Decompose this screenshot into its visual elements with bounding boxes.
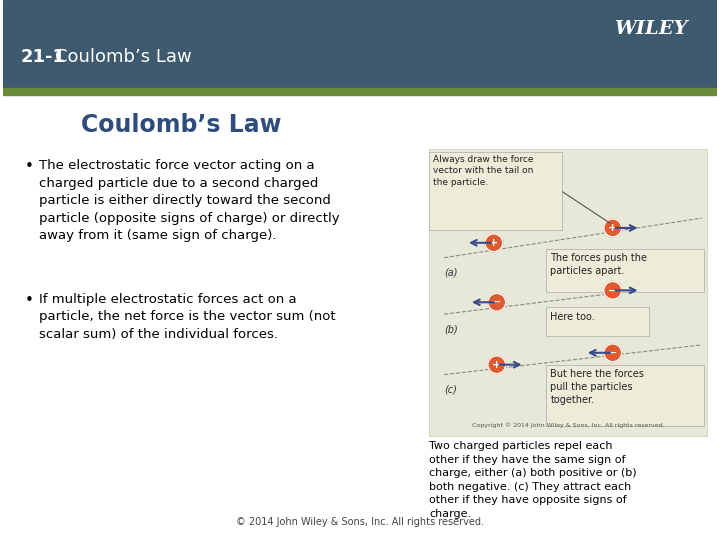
Text: −: − — [608, 285, 617, 295]
Text: WILEY: WILEY — [613, 20, 687, 38]
Text: The electrostatic force vector acting on a
charged particle due to a second char: The electrostatic force vector acting on… — [39, 159, 340, 242]
FancyBboxPatch shape — [429, 152, 562, 230]
Text: +: + — [608, 223, 617, 233]
Text: Coulomb’s Law: Coulomb’s Law — [55, 49, 192, 66]
Text: The forces push the
particles apart.: The forces push the particles apart. — [550, 253, 647, 276]
Circle shape — [604, 281, 621, 299]
Text: −: − — [492, 297, 501, 307]
FancyBboxPatch shape — [546, 307, 649, 336]
Text: •: • — [25, 293, 34, 308]
FancyBboxPatch shape — [546, 249, 704, 292]
Bar — [3, 89, 717, 94]
Text: Two charged particles repel each
other if they have the same sign of
charge, eit: Two charged particles repel each other i… — [429, 441, 637, 519]
Text: •: • — [25, 159, 34, 174]
Text: © 2014 John Wiley & Sons, Inc. All rights reserved.: © 2014 John Wiley & Sons, Inc. All right… — [236, 517, 484, 527]
Text: Always draw the force
vector with the tail on
the particle.: Always draw the force vector with the ta… — [433, 154, 534, 187]
Text: Here too.: Here too. — [550, 312, 595, 322]
Circle shape — [488, 356, 505, 374]
Text: Coulomb’s Law: Coulomb’s Law — [81, 112, 282, 137]
Circle shape — [604, 344, 621, 362]
FancyBboxPatch shape — [429, 148, 707, 436]
Text: Copyright © 2014 John Wiley & Sons, Inc. All rights reserved.: Copyright © 2014 John Wiley & Sons, Inc.… — [472, 422, 665, 428]
Circle shape — [488, 293, 505, 311]
Text: But here the forces
pull the particles
together.: But here the forces pull the particles t… — [550, 369, 644, 405]
Text: +: + — [492, 360, 501, 370]
Text: +: + — [489, 238, 498, 248]
Circle shape — [485, 234, 503, 252]
Bar — [3, 94, 717, 535]
Text: (b): (b) — [444, 324, 458, 334]
FancyBboxPatch shape — [546, 364, 704, 426]
Circle shape — [604, 219, 621, 237]
Text: −: − — [608, 348, 617, 358]
Text: (a): (a) — [444, 268, 458, 278]
Bar — [3, 0, 717, 89]
Text: If multiple electrostatic forces act on a
particle, the net force is the vector : If multiple electrostatic forces act on … — [39, 293, 336, 341]
Text: (c): (c) — [444, 384, 457, 395]
Text: 21-1: 21-1 — [21, 49, 66, 66]
